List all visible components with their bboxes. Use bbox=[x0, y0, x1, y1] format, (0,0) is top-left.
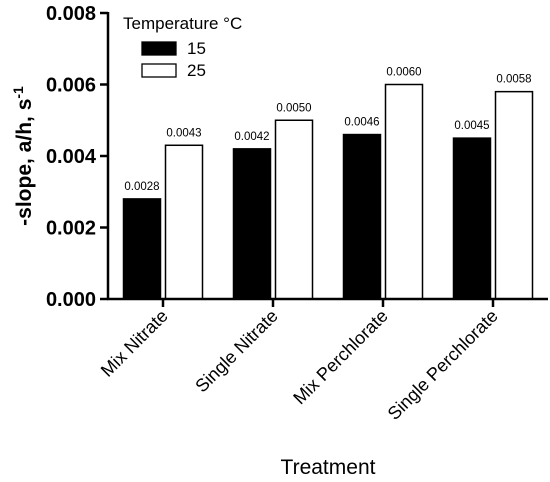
y-tick-label: 0.000 bbox=[46, 289, 96, 311]
data-label: 0.0043 bbox=[166, 127, 201, 139]
y-tick-label: 0.002 bbox=[46, 218, 96, 240]
y-ticks: 0.000 0.002 0.004 0.006 0.008 bbox=[46, 3, 108, 311]
data-label: 0.0058 bbox=[496, 74, 531, 86]
y-axis-title: -slope, a/h, s-1 bbox=[10, 86, 36, 226]
legend-swatch bbox=[141, 63, 177, 78]
y-tick-label: 0.006 bbox=[46, 75, 96, 97]
legend-label: 25 bbox=[187, 61, 206, 80]
x-axis-title: Treatment bbox=[281, 456, 376, 479]
bar-25-0 bbox=[164, 144, 204, 300]
bar-25-3 bbox=[494, 90, 534, 300]
x-tick-label: Single Perchlorate bbox=[384, 306, 502, 424]
bar-15-0 bbox=[122, 198, 162, 300]
data-label: 0.0050 bbox=[276, 102, 311, 114]
legend-swatch bbox=[141, 41, 177, 56]
y-tick-label: 0.008 bbox=[46, 3, 96, 25]
data-label: 0.0060 bbox=[386, 67, 421, 79]
y-axis-title-main: -slope, a/h, s bbox=[13, 99, 36, 226]
legend-title: Temperature °C bbox=[123, 14, 242, 33]
bar-15-3 bbox=[452, 137, 492, 300]
data-labels-layer: 0.0028 0.0043 0.0042 0.0050 0.0046 0.0060 0.00… bbox=[124, 67, 531, 193]
y-tick-label: 0.004 bbox=[46, 146, 97, 168]
data-label: 0.0028 bbox=[124, 181, 159, 193]
bar-25-2 bbox=[384, 83, 424, 300]
bar-15-1 bbox=[232, 148, 272, 300]
x-tick-label: Mix Nitrate bbox=[97, 306, 172, 381]
data-label: 0.0042 bbox=[234, 131, 269, 143]
bars-layer bbox=[122, 83, 534, 300]
x-tick-label: Mix Perchlorate bbox=[289, 306, 392, 409]
x-tick-label: Single Nitrate bbox=[191, 306, 282, 397]
data-label: 0.0046 bbox=[344, 117, 379, 129]
y-axis-title-superscript: -1 bbox=[10, 86, 26, 99]
bar-25-1 bbox=[274, 119, 314, 300]
data-label: 0.0045 bbox=[454, 120, 489, 132]
legend-label: 15 bbox=[187, 39, 206, 58]
bar-15-2 bbox=[342, 133, 382, 300]
x-ticks: Mix Nitrate Single Nitrate Mix Perchlorate… bbox=[97, 299, 502, 424]
